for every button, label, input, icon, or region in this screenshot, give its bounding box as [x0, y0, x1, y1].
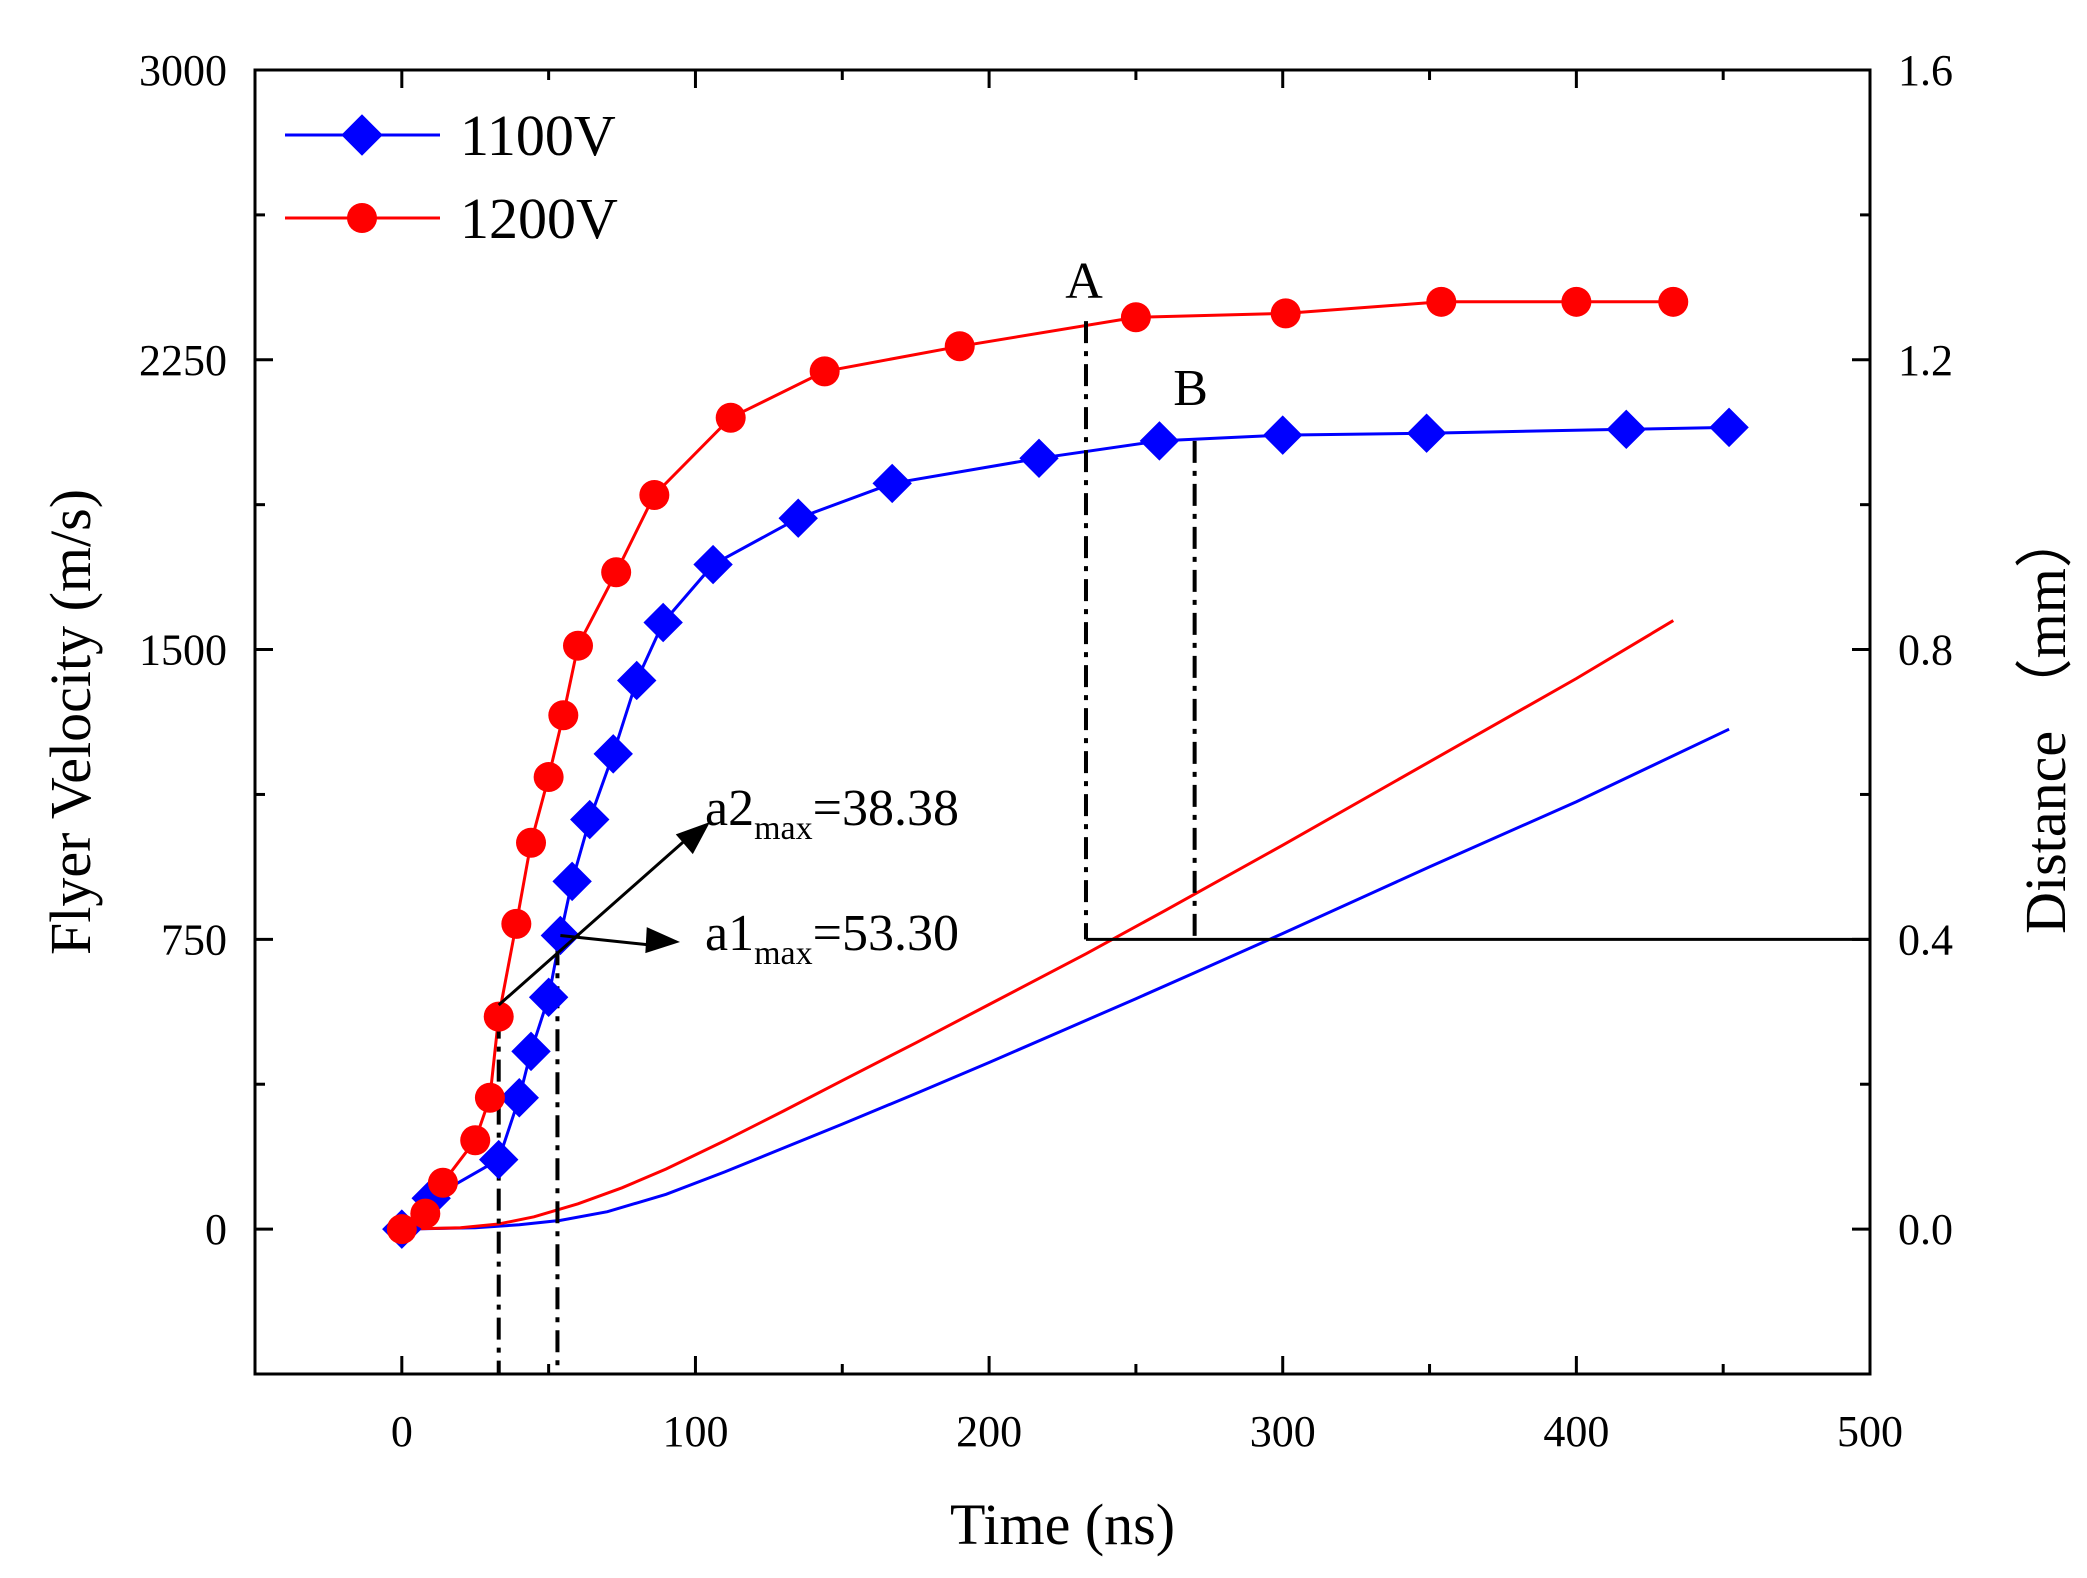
data-point-1200v — [809, 356, 840, 387]
data-point-1200v — [715, 402, 746, 433]
data-point-1100v — [1406, 413, 1447, 453]
annotation-arrow-line — [497, 834, 691, 1007]
data-point-1100v — [479, 1139, 519, 1180]
data-point-1200v — [533, 762, 564, 793]
annotation-subscript: max — [754, 935, 813, 972]
annotation-a2-max: a2max=38.38 — [705, 780, 959, 847]
plot-frame — [253, 68, 1872, 1376]
annotation-value: =53.30 — [813, 905, 959, 962]
x-tick-label: 400 — [1543, 1407, 1609, 1456]
data-point-1200v — [563, 630, 593, 661]
axes-layer: 0 100 200 300 400 500 0 750 1500 2250 3000 0.0 0.4 0.… — [38, 46, 2078, 1557]
annotation-a1-max: a1max=53.30 — [705, 905, 959, 972]
y-tick-label: 3000 — [139, 46, 227, 95]
data-point-1200v — [1658, 286, 1689, 317]
y-tick-label: 0 — [205, 1205, 227, 1254]
series-line-1100v — [400, 425, 1730, 1231]
data-point-1200v — [474, 1082, 505, 1113]
y-tick-label: 1500 — [139, 626, 227, 675]
data-point-1100v — [693, 544, 733, 585]
point-label-b: B — [1173, 360, 1208, 417]
data-point-1100v — [643, 602, 683, 643]
annotation-arrowhead — [675, 822, 710, 855]
legend-label-1200v: 1200V — [460, 186, 618, 251]
data-point-1200v — [501, 908, 532, 939]
x-tick-label: 200 — [956, 1407, 1022, 1456]
data-point-1100v — [1606, 409, 1646, 450]
data-point-1100v — [528, 977, 569, 1017]
annotation-arrow-line — [560, 933, 661, 948]
data-point-1200v — [548, 700, 579, 731]
series-line-1100v-distance — [401, 727, 1730, 1231]
y2-tick-label: 0.0 — [1898, 1205, 1953, 1254]
legend-marker-circle — [347, 203, 377, 233]
y2-tick-label: 0.8 — [1898, 626, 1953, 675]
legend: 1100V 1200V — [285, 103, 618, 251]
y2-axis-title: Distance （mm） — [2013, 510, 2078, 934]
data-point-1100v — [552, 861, 592, 902]
x-axis-title: Time (ns) — [950, 1492, 1175, 1557]
data-point-1100v — [570, 799, 610, 840]
x-tick-label: 500 — [1837, 1407, 1903, 1456]
data-point-1200v — [410, 1198, 441, 1229]
data-point-1100v — [778, 498, 818, 538]
data-point-1100v — [1019, 438, 1059, 479]
y-tick-label: 750 — [161, 915, 227, 964]
data-point-1200v — [601, 557, 632, 588]
legend-label-1100v: 1100V — [460, 103, 616, 168]
annotation-value: =38.38 — [813, 780, 959, 837]
point-label-a: A — [1065, 253, 1103, 310]
series-lines-layer — [400, 300, 1730, 1231]
series-line-1200v-distance — [401, 619, 1675, 1231]
series-markers-layer — [382, 286, 1749, 1249]
data-point-1100v — [1709, 407, 1749, 448]
annotation-subscript: max — [754, 810, 813, 847]
x-tick-label: 0 — [391, 1407, 413, 1456]
y2-tick-label: 0.4 — [1898, 915, 1953, 964]
y2-tick-label: 1.6 — [1898, 46, 1953, 95]
data-point-1100v — [593, 734, 633, 774]
data-point-1100v — [872, 463, 912, 504]
y-axis-title: Flyer Velocity (m/s) — [38, 489, 103, 955]
data-point-1100v — [617, 660, 657, 701]
data-point-1200v — [483, 1001, 514, 1032]
x-tick-label: 300 — [1250, 1407, 1316, 1456]
data-point-1100v — [511, 1031, 551, 1072]
annotation-base: a1 — [705, 905, 754, 962]
data-point-1200v — [1561, 286, 1592, 317]
data-point-1100v — [499, 1078, 539, 1118]
data-point-1200v — [639, 480, 670, 511]
reference-lines-layer — [496, 321, 1870, 1374]
data-point-1100v — [1263, 415, 1303, 455]
x-tick-label: 100 — [662, 1407, 728, 1456]
data-point-1100v — [1139, 421, 1180, 461]
data-point-1200v — [1426, 286, 1457, 317]
y2-tick-label: 1.2 — [1898, 336, 1953, 385]
legend-marker-diamond — [341, 114, 383, 156]
y-tick-label: 2250 — [139, 336, 227, 385]
annotation-base: a2 — [705, 780, 754, 837]
data-point-1200v — [460, 1125, 491, 1156]
data-point-1200v — [1270, 298, 1301, 329]
annotation-arrowhead — [645, 927, 680, 954]
data-point-1200v — [1120, 302, 1151, 333]
data-point-1200v — [516, 827, 547, 858]
data-point-1200v — [386, 1214, 417, 1245]
data-point-1200v — [944, 331, 975, 362]
data-point-1200v — [427, 1167, 458, 1198]
